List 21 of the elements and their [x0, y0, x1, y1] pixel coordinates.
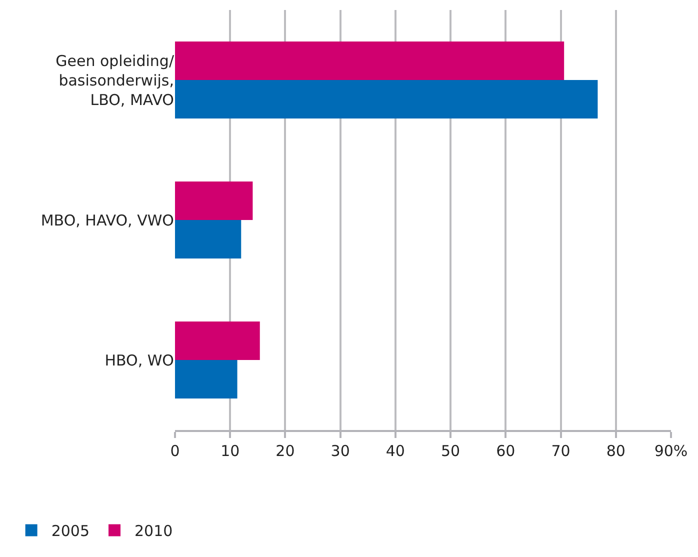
- x-tick-label: 80: [606, 442, 626, 460]
- y-tick-label: HBO, WO: [104, 351, 174, 370]
- bar: [175, 42, 564, 80]
- x-tick-label: 50: [441, 442, 460, 460]
- bar: [175, 182, 253, 220]
- legend-label: 2010: [134, 522, 173, 540]
- x-tick-label: 20: [276, 442, 295, 460]
- y-tick-label: Geen opleiding/ basisonderwijs, LBO, MAVO: [56, 52, 175, 109]
- bar: [175, 220, 242, 258]
- bar: [175, 80, 598, 118]
- x-tick-label: 40: [386, 442, 405, 460]
- legend-label: 2005: [51, 522, 90, 540]
- x-tick-label: 10: [220, 442, 240, 460]
- x-tick-label: 30: [330, 442, 350, 460]
- bar: [175, 360, 238, 398]
- x-tick-label: 0: [170, 442, 180, 460]
- bar: [175, 322, 260, 360]
- x-tick-label: 70: [551, 442, 570, 460]
- y-tick-label: MBO, HAVO, VWO: [40, 211, 174, 230]
- x-tick-label: 90%: [654, 442, 688, 460]
- x-tick-label: 60: [496, 442, 516, 460]
